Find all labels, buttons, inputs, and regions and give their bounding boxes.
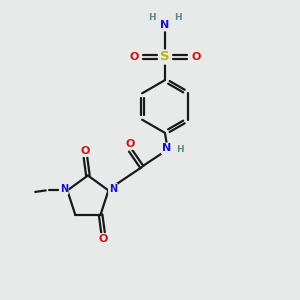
Text: O: O xyxy=(98,234,108,244)
Text: N: N xyxy=(160,20,169,31)
Text: O: O xyxy=(191,52,201,62)
Text: S: S xyxy=(160,50,170,64)
Text: O: O xyxy=(129,52,139,62)
Text: H: H xyxy=(148,14,156,22)
Text: H: H xyxy=(176,145,184,154)
Text: H: H xyxy=(174,14,182,22)
Text: N: N xyxy=(109,184,117,194)
Text: O: O xyxy=(126,139,135,149)
Text: N: N xyxy=(162,143,171,154)
Text: O: O xyxy=(81,146,90,156)
Text: N: N xyxy=(60,184,68,194)
